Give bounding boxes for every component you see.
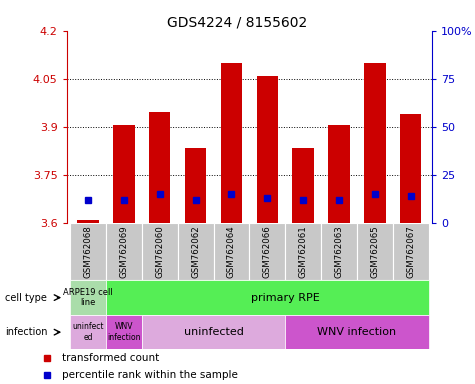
Text: GSM762064: GSM762064: [227, 225, 236, 278]
Text: GSM762069: GSM762069: [119, 225, 128, 278]
Bar: [364, 63, 386, 223]
Bar: [106, 223, 142, 280]
Text: GSM762063: GSM762063: [334, 225, 343, 278]
Bar: [328, 125, 350, 223]
Bar: [357, 223, 393, 280]
Bar: [106, 315, 142, 349]
Bar: [285, 223, 321, 280]
Text: transformed count: transformed count: [62, 353, 159, 363]
Text: primary RPE: primary RPE: [251, 293, 320, 303]
Text: percentile rank within the sample: percentile rank within the sample: [62, 370, 238, 381]
Bar: [214, 223, 249, 280]
Text: cell type: cell type: [5, 293, 47, 303]
Bar: [70, 315, 106, 349]
Text: GSM762068: GSM762068: [84, 225, 93, 278]
Text: GSM762065: GSM762065: [370, 225, 380, 278]
Bar: [293, 147, 314, 223]
Bar: [185, 147, 206, 223]
Bar: [77, 220, 99, 223]
Bar: [285, 315, 428, 349]
Text: ARPE19 cell
line: ARPE19 cell line: [63, 288, 113, 307]
Bar: [249, 223, 285, 280]
Bar: [149, 113, 171, 223]
Text: GSM762062: GSM762062: [191, 225, 200, 278]
Text: GDS4224 / 8155602: GDS4224 / 8155602: [167, 15, 308, 29]
Text: infection: infection: [5, 327, 47, 337]
Bar: [70, 280, 106, 315]
Bar: [70, 223, 106, 280]
Bar: [321, 223, 357, 280]
Text: WNV
infection: WNV infection: [107, 323, 141, 342]
Text: uninfect
ed: uninfect ed: [72, 323, 104, 342]
Bar: [400, 114, 421, 223]
Bar: [142, 315, 285, 349]
Bar: [393, 223, 428, 280]
Bar: [221, 63, 242, 223]
Bar: [142, 223, 178, 280]
Text: GSM762060: GSM762060: [155, 225, 164, 278]
Text: GSM762067: GSM762067: [406, 225, 415, 278]
Text: GSM762066: GSM762066: [263, 225, 272, 278]
Bar: [178, 223, 214, 280]
Text: uninfected: uninfected: [183, 327, 244, 337]
Bar: [256, 76, 278, 223]
Text: GSM762061: GSM762061: [299, 225, 308, 278]
Bar: [113, 125, 134, 223]
Bar: [106, 280, 428, 315]
Text: WNV infection: WNV infection: [317, 327, 397, 337]
